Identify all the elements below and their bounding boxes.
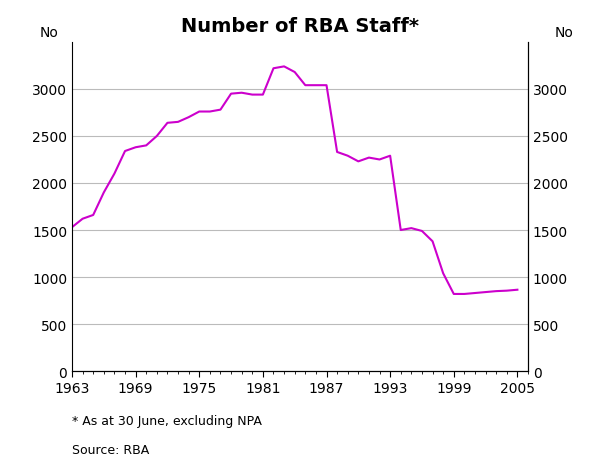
Title: Number of RBA Staff*: Number of RBA Staff* xyxy=(181,17,419,36)
Text: No: No xyxy=(40,26,59,40)
Text: * As at 30 June, excluding NPA: * As at 30 June, excluding NPA xyxy=(72,414,262,427)
Text: Source: RBA: Source: RBA xyxy=(72,443,149,456)
Text: No: No xyxy=(555,26,574,40)
